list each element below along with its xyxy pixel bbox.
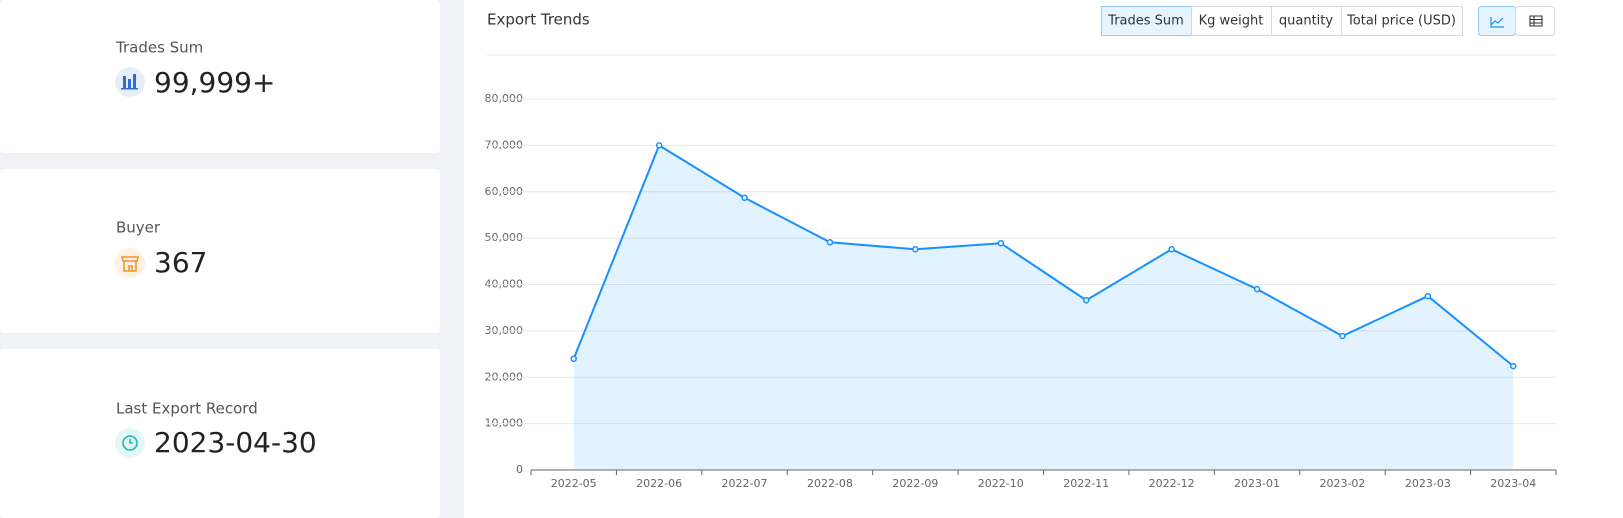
icon-bg xyxy=(115,248,145,278)
view-toggle[interactable] xyxy=(1478,6,1555,36)
x-tick-label: 2023-02 xyxy=(1319,477,1365,490)
card-value: 2023-04-30 xyxy=(154,426,317,459)
x-tick-label: 2022-08 xyxy=(807,477,853,490)
card xyxy=(0,169,440,333)
card-label: Last Export Record xyxy=(116,400,258,418)
line xyxy=(572,143,1514,367)
point xyxy=(1424,292,1432,300)
card-label: Trades Sum xyxy=(115,39,203,57)
card xyxy=(0,349,440,518)
x-tick-label: 2022-09 xyxy=(892,477,938,490)
x-tick-label: 2023-04 xyxy=(1490,477,1536,490)
x-tick-label: 2022-05 xyxy=(551,477,597,490)
table-icon xyxy=(1529,15,1543,27)
x-tick-label: 2022-11 xyxy=(1063,477,1109,490)
point xyxy=(570,355,577,362)
tab-label[interactable]: Kg weight xyxy=(1199,14,1264,29)
bar-icon xyxy=(121,74,138,90)
x-tick-label: 2023-01 xyxy=(1234,477,1280,490)
tab-label[interactable]: Trades Sum xyxy=(1107,14,1184,29)
line-icon xyxy=(1490,17,1504,28)
point xyxy=(741,194,748,202)
point xyxy=(912,246,919,253)
tab-button[interactable] xyxy=(1101,6,1192,36)
point xyxy=(997,239,1005,247)
area xyxy=(573,145,1514,470)
x-tick-label: 2022-06 xyxy=(636,477,682,490)
card xyxy=(0,0,440,153)
card-value: 367 xyxy=(154,246,207,279)
chart-panel xyxy=(464,0,1623,518)
chart-title: Export Trends xyxy=(487,11,590,29)
shop-icon xyxy=(120,256,140,272)
tab-group: Trades Sum Kg weight quantity Total price (… xyxy=(1101,6,1463,36)
point xyxy=(1253,285,1261,293)
card-label: Buyer xyxy=(116,219,161,237)
x-tick-label: 2022-10 xyxy=(978,477,1024,490)
x-tick-label: 2023-03 xyxy=(1405,477,1451,490)
x-tick-label: 2022-07 xyxy=(722,477,768,490)
clock-icon xyxy=(122,435,138,451)
tab-button[interactable] xyxy=(1341,6,1463,36)
table-view-button[interactable] xyxy=(1515,6,1555,36)
point xyxy=(1510,362,1517,370)
point xyxy=(1168,246,1175,253)
tab-button[interactable] xyxy=(1271,6,1342,36)
line-view-button[interactable] xyxy=(1478,6,1516,36)
x-tick-label: 2022-12 xyxy=(1149,477,1195,490)
y-tick-label: 0 xyxy=(516,463,523,476)
point xyxy=(655,142,663,149)
tab-label[interactable]: quantity xyxy=(1279,14,1334,29)
point xyxy=(826,239,834,246)
point xyxy=(1339,332,1346,340)
card-value: 99,999+ xyxy=(154,66,275,99)
tab-label[interactable]: Total price (USD) xyxy=(1346,14,1456,29)
tab-button[interactable] xyxy=(1191,6,1272,36)
point xyxy=(1082,297,1090,304)
